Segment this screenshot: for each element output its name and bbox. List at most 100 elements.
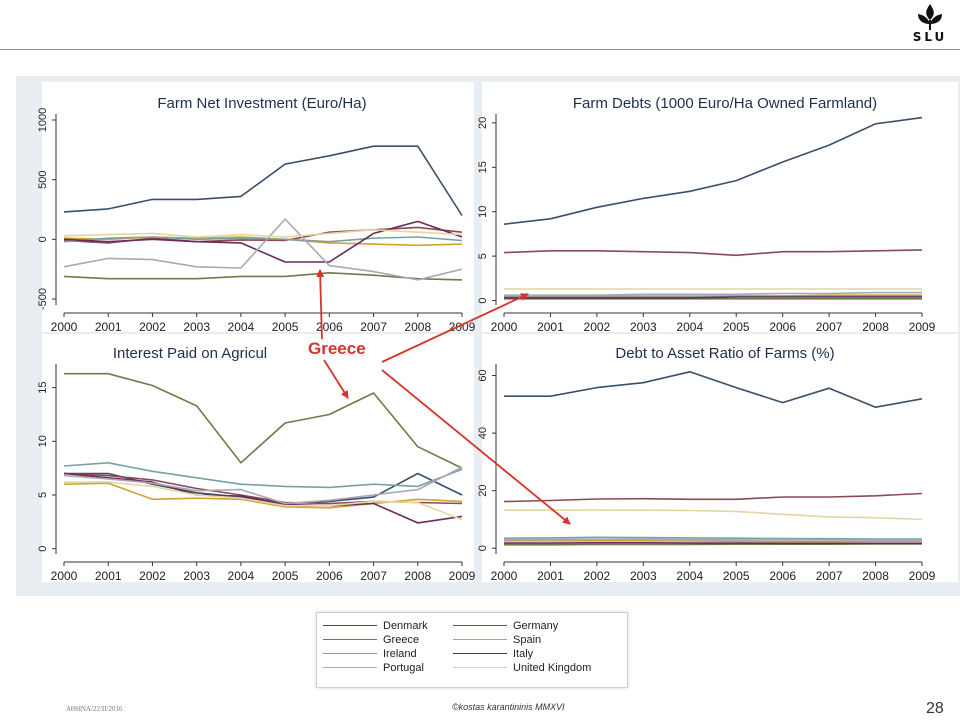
series-line-united-kingdom xyxy=(63,229,463,238)
legend-label: Greece xyxy=(383,633,420,646)
x-tick-label: 2009 xyxy=(909,569,936,583)
chart-panel-2: Farm Debts (1000 Euro/Ha Owned Farmland)… xyxy=(477,82,958,334)
series-line-denmark xyxy=(63,145,463,216)
x-tick-label: 2009 xyxy=(449,569,476,583)
x-tick-label: 2002 xyxy=(584,320,611,334)
x-tick-label: 2004 xyxy=(676,569,703,583)
series-line-ireland xyxy=(503,536,922,540)
y-tick-label: 60 xyxy=(477,369,489,381)
x-tick-label: 2000 xyxy=(51,320,78,334)
x-tick-label: 2003 xyxy=(630,569,657,583)
legend-swatch xyxy=(323,667,377,668)
x-tick-label: 2000 xyxy=(51,569,78,583)
x-tick-label: 2008 xyxy=(862,569,889,583)
arrow-to-interest-paid xyxy=(323,359,349,399)
arrow-to-debt-ratio xyxy=(381,369,571,525)
x-tick-label: 2003 xyxy=(183,569,210,583)
x-tick-label: 2008 xyxy=(404,569,431,583)
series-line-greece xyxy=(63,271,463,281)
legend-item-ireland: Ireland xyxy=(323,647,417,660)
chart-panel-4: Debt to Asset Ratio of Farms (%) 0 20 40 60 2… xyxy=(477,334,958,583)
x-tick-label: 2000 xyxy=(491,320,518,334)
x-tick-label: 2001 xyxy=(95,569,122,583)
series-line-portugal xyxy=(63,466,463,505)
legend-label: Denmark xyxy=(383,619,428,632)
y-tick-label: 20 xyxy=(477,117,489,129)
series-line-spain xyxy=(504,539,922,543)
series-line-united-kingdom xyxy=(64,481,463,521)
y-tick-label: 5 xyxy=(477,253,489,259)
footer-date: ΑΘΗΝΑ/22/ΙΙ/2016 xyxy=(66,705,123,713)
greece-annotation-label: Greece xyxy=(306,339,368,359)
legend-swatch xyxy=(323,653,377,654)
x-tick-label: 2007 xyxy=(360,320,387,334)
series-line-italy xyxy=(504,296,922,299)
series-line-germany xyxy=(503,249,923,257)
y-tick-label: 0 xyxy=(37,546,49,552)
chart-title: Interest Paid on Agricul xyxy=(113,345,267,362)
x-tick-label: 2001 xyxy=(537,569,564,583)
x-tick-label: 2006 xyxy=(769,320,796,334)
legend-swatch xyxy=(453,667,507,668)
legend-swatch xyxy=(453,625,507,626)
x-tick-label: 2002 xyxy=(139,569,166,583)
legend: Denmark Germany Greece Spain Ireland Ita… xyxy=(316,612,628,688)
y-tick-label: 0 xyxy=(477,545,489,551)
legend-item-italy: Italy xyxy=(453,647,533,660)
x-tick-label: 2007 xyxy=(816,569,843,583)
y-tick-label: 20 xyxy=(477,485,489,497)
y-tick-label: 15 xyxy=(37,381,49,393)
x-tick-label: 2009 xyxy=(909,320,936,334)
x-tick-label: 2008 xyxy=(404,320,431,334)
legend-swatch xyxy=(453,639,507,640)
legend-label: United Kingdom xyxy=(513,661,592,674)
y-tick-label: 10 xyxy=(477,206,489,218)
y-tick-label: 500 xyxy=(37,170,49,188)
x-tick-label: 2003 xyxy=(183,320,210,334)
series-line-ireland xyxy=(63,236,463,243)
y-tick-label: 0 xyxy=(477,297,489,303)
footer-copyright: ©kostas karantininis MMXVI xyxy=(452,702,565,712)
x-tick-label: 2006 xyxy=(316,320,343,334)
series-line-italy xyxy=(504,541,922,545)
series-line-italy xyxy=(63,472,463,524)
y-tick-label: 5 xyxy=(37,492,49,498)
logo-text: SLU xyxy=(912,30,948,44)
y-tick-label: 0 xyxy=(37,236,49,242)
x-tick-label: 2005 xyxy=(723,569,750,583)
x-tick-label: 2002 xyxy=(139,320,166,334)
series-line-portugal xyxy=(63,218,463,281)
header-divider xyxy=(0,49,960,50)
x-tick-label: 2005 xyxy=(723,320,750,334)
series-line-germany xyxy=(503,492,923,503)
chart-title: Farm Debts (1000 Euro/Ha Owned Farmland) xyxy=(573,95,877,112)
legend-item-germany: Germany xyxy=(453,619,558,632)
chart-panel-1: Farm Net Investment (Euro/Ha) -500 0 500 100… xyxy=(37,82,476,334)
y-tick-label: 1000 xyxy=(37,108,49,132)
series-line-portugal xyxy=(504,291,922,297)
legend-item-united-kingdom: United Kingdom xyxy=(453,661,591,674)
slu-tree-icon xyxy=(918,4,942,30)
panel-background xyxy=(42,334,474,582)
x-tick-label: 2003 xyxy=(630,320,657,334)
legend-swatch xyxy=(323,625,377,626)
legend-label: Portugal xyxy=(383,661,424,674)
y-tick-label: 15 xyxy=(477,161,489,173)
x-tick-label: 2007 xyxy=(360,569,387,583)
x-tick-label: 2002 xyxy=(584,569,611,583)
x-tick-label: 2006 xyxy=(769,569,796,583)
legend-item-greece: Greece xyxy=(323,633,419,646)
series-line-united-kingdom xyxy=(504,509,923,521)
chart-title: Farm Net Investment (Euro/Ha) xyxy=(157,95,366,112)
x-tick-label: 2008 xyxy=(862,320,889,334)
series-line-denmark xyxy=(503,116,923,225)
chart-title: Debt to Asset Ratio of Farms (%) xyxy=(615,345,834,362)
series-line-ireland xyxy=(63,461,463,489)
x-tick-label: 2001 xyxy=(537,320,564,334)
y-tick-label: -500 xyxy=(37,288,49,310)
x-tick-label: 2009 xyxy=(449,320,476,334)
legend-label: Ireland xyxy=(383,647,417,660)
legend-label: Italy xyxy=(513,647,534,660)
slu-logo: SLU xyxy=(904,2,956,46)
